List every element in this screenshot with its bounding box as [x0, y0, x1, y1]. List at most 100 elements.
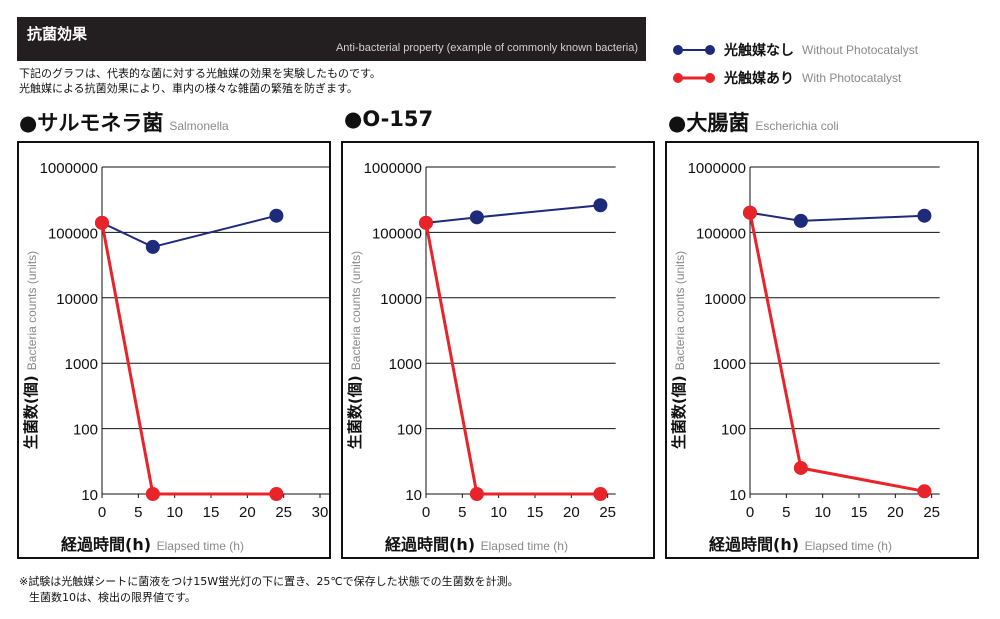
- x-tick-label: 25: [275, 504, 292, 521]
- chart-title-en: Salmonella: [169, 119, 229, 133]
- data-point-with: [469, 487, 484, 501]
- y-tick-label: 1000000: [688, 160, 746, 177]
- series-line-with: [100, 222, 277, 496]
- y-axis-label: 生菌数(個) Bacteria counts (units): [670, 251, 688, 449]
- x-tick-label: 15: [203, 504, 220, 521]
- section-title: 抗菌効果: [27, 25, 88, 43]
- x-tick-label: 30: [312, 504, 329, 521]
- chart-o157: 10 100 1000 10000 100000 1000000 0 5 10 15 20 25 生菌数…: [346, 160, 616, 554]
- x-tick-label: 20: [563, 504, 580, 521]
- description: 下記のグラフは、代表的な菌に対する光触媒の効果を実験したものです。 光触媒による…: [19, 66, 381, 96]
- data-point-without: [469, 210, 484, 225]
- x-axis-label: 経過時間(h) Elapsed time (h): [385, 535, 568, 554]
- legend-label-en: Without Photocatalyst: [802, 43, 919, 57]
- series-line-without: [749, 211, 925, 222]
- x-tick-label: 25: [923, 504, 940, 521]
- y-tick-label: 100: [721, 422, 746, 439]
- x-tick-label: 5: [458, 504, 466, 521]
- y-axis-label: 生菌数(個) Bacteria counts (units): [22, 251, 40, 449]
- x-tick-label: 0: [98, 504, 106, 521]
- chart-salmonella: 10 100 1000 10000 100000 1000000 0 5 10 15 20 25 30 生…: [22, 160, 329, 554]
- x-tick-label: 10: [814, 504, 831, 521]
- y-tick-label: 10: [405, 487, 422, 504]
- y-axis-label-en: Bacteria counts (units): [673, 251, 687, 370]
- data-point-without: [269, 208, 284, 223]
- data-point-with: [419, 215, 433, 230]
- y-tick-label: 10000: [380, 291, 422, 308]
- chart-title-ecoli: ●大腸菌 Escherichia coli: [668, 107, 839, 137]
- x-axis-label-jp: 経過時間(h): [385, 535, 481, 554]
- description-line: 下記のグラフは、代表的な菌に対する光触媒の効果を実験したものです。: [19, 67, 381, 80]
- chart-title-salmonella: ●サルモネラ菌 Salmonella: [19, 107, 229, 137]
- x-tick-label: 10: [166, 504, 183, 521]
- chart-ecoli: 10 100 1000 10000 100000 1000000 0 5 10 15 20 25 生菌数…: [670, 160, 940, 554]
- y-tick-label: 100: [397, 422, 422, 439]
- data-point-with: [593, 487, 608, 501]
- legend-label-en: With Photocatalyst: [802, 71, 902, 85]
- data-point-without: [793, 213, 808, 228]
- data-point-with: [145, 487, 160, 501]
- section-subtitle: Anti-bacterial property (example of comm…: [335, 42, 638, 54]
- x-axis-label: 経過時間(h) Elapsed time (h): [61, 535, 244, 554]
- data-point-without: [593, 198, 608, 213]
- x-axis-label-en: Elapsed time (h): [157, 539, 244, 553]
- x-tick-label: 5: [134, 504, 142, 521]
- chart-title-jp: ●サルモネラ菌: [19, 111, 164, 135]
- data-point-with: [95, 215, 109, 230]
- legend-label-jp: 光触媒なし: [724, 43, 794, 59]
- x-tick-label: 15: [851, 504, 868, 521]
- x-tick-label: 15: [527, 504, 544, 521]
- chart-panel-salmonella: 10 100 1000 10000 100000 1000000 0 5 10 15 20 25 30 生…: [17, 141, 331, 559]
- y-tick-label: 10000: [56, 291, 98, 308]
- data-point-with: [793, 460, 808, 475]
- y-tick-label: 1000: [65, 356, 98, 373]
- footnote-line: ※試験は光触媒シートに菌液をつけ15W蛍光灯の下に置き、25℃で保存した状態での…: [19, 575, 519, 588]
- data-point-without: [917, 208, 932, 223]
- x-tick-label: 0: [746, 504, 754, 521]
- y-tick-label: 10: [81, 487, 98, 504]
- y-axis-label-jp: 生菌数(個): [670, 370, 688, 449]
- y-axis-label: 生菌数(個) Bacteria counts (units): [346, 251, 364, 449]
- series-line-with: [748, 212, 925, 493]
- y-tick-label: 1000000: [40, 160, 98, 177]
- y-tick-label: 1000000: [364, 160, 422, 177]
- legend-item-without: 光触媒なし Without Photocatalyst: [672, 36, 918, 64]
- x-tick-label: 5: [782, 504, 790, 521]
- x-tick-label: 25: [599, 504, 616, 521]
- y-tick-label: 10000: [704, 291, 746, 308]
- legend-swatch-without: [673, 45, 715, 55]
- footnote: ※試験は光触媒シートに菌液をつけ15W蛍光灯の下に置き、25℃で保存した状態での…: [19, 574, 519, 606]
- x-tick-label: 20: [887, 504, 904, 521]
- y-tick-label: 10: [729, 487, 746, 504]
- x-axis-label-en: Elapsed time (h): [805, 539, 892, 553]
- data-point-with: [269, 487, 284, 501]
- chart-title-en: Escherichia coli: [755, 119, 839, 133]
- series-line-with: [424, 222, 601, 496]
- chart-title-jp: ●O-157: [344, 107, 434, 131]
- chart-title-o157: ●O-157: [344, 107, 433, 131]
- y-tick-label: 100000: [696, 225, 746, 242]
- section-header: 抗菌効果 Anti-bacterial property (example of…: [17, 17, 646, 61]
- data-point-with: [743, 205, 757, 220]
- series-line-without: [101, 214, 277, 248]
- x-axis-label-en: Elapsed time (h): [481, 539, 568, 553]
- legend-label-jp: 光触媒あり: [724, 71, 794, 87]
- x-axis-label: 経過時間(h) Elapsed time (h): [709, 535, 892, 554]
- legend-item-with: 光触媒あり With Photocatalyst: [672, 64, 918, 92]
- data-point-without: [145, 239, 160, 254]
- x-tick-label: 20: [239, 504, 256, 521]
- legend: 光触媒なし Without Photocatalyst 光触媒あり With P…: [672, 36, 918, 92]
- legend-swatch-with: [673, 73, 715, 83]
- chart-panel-o157: 10 100 1000 10000 100000 1000000 0 5 10 15 20 25 生菌数…: [341, 141, 655, 559]
- y-tick-label: 100000: [372, 225, 422, 242]
- x-tick-label: 10: [490, 504, 507, 521]
- footnote-line: 生菌数10は、検出の限界値です。: [29, 591, 196, 604]
- x-tick-label: 0: [422, 504, 430, 521]
- y-axis-label-en: Bacteria counts (units): [25, 251, 39, 370]
- series-line-without: [425, 204, 601, 224]
- chart-panel-ecoli: 10 100 1000 10000 100000 1000000 0 5 10 15 20 25 生菌数…: [665, 141, 979, 559]
- chart-title-jp: ●大腸菌: [668, 111, 750, 135]
- data-point-with: [917, 484, 932, 499]
- y-tick-label: 100: [73, 422, 98, 439]
- y-tick-label: 100000: [48, 225, 98, 242]
